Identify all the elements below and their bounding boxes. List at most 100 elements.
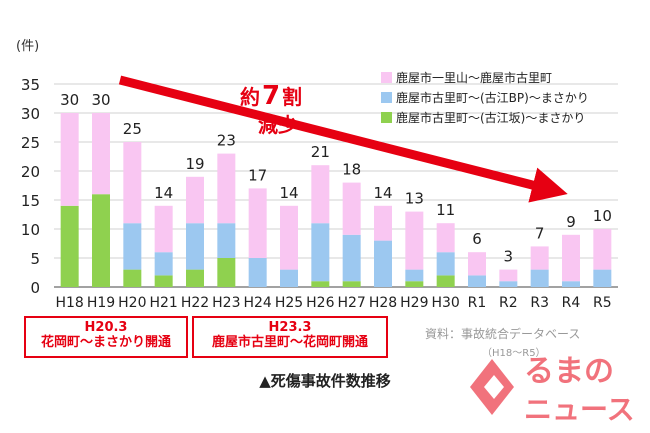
- bar-total-label: 21: [311, 143, 330, 161]
- x-tick-label: H19: [87, 295, 115, 311]
- bar-segment: [123, 269, 142, 287]
- bar-segment: [593, 229, 612, 270]
- y-tick-label: 35: [21, 76, 40, 94]
- logo-line1: るまの: [524, 354, 614, 389]
- bar-segment: [342, 234, 361, 282]
- bar-segment: [405, 269, 424, 282]
- bar-total-label: 13: [405, 190, 424, 208]
- x-tick-label: H22: [181, 295, 209, 311]
- bar-total-label: 9: [566, 213, 576, 231]
- annotation-number: 7: [262, 81, 280, 111]
- bar-segment: [123, 142, 142, 224]
- bar-total-label: 6: [472, 230, 482, 248]
- logo-line2: ニュース: [524, 393, 635, 426]
- x-tick-label: H21: [149, 295, 177, 311]
- bar-segment: [405, 281, 424, 287]
- legend-swatch: [381, 72, 392, 83]
- x-tick-label: R1: [468, 295, 487, 311]
- bar-total-label: 14: [279, 184, 298, 202]
- legend-swatch: [381, 112, 392, 123]
- bar-segment: [92, 113, 110, 195]
- y-tick-label: 5: [30, 250, 40, 268]
- note-h20-opening: H20.3 花岡町～まさかり開通: [24, 316, 188, 358]
- bar-segment: [311, 281, 330, 287]
- bar-segment: [217, 153, 236, 224]
- chart-caption: ▲死傷事故件数推移: [259, 372, 391, 390]
- bar-segment: [499, 269, 518, 282]
- bar-total-label: 23: [217, 132, 236, 150]
- note-h23-opening: H23.3 鹿屋市古里町～花岡町開通: [192, 316, 388, 358]
- x-tick-label: H24: [243, 295, 271, 311]
- bar-segment: [248, 258, 267, 287]
- x-tick-label: H20: [118, 295, 146, 311]
- bar-segment: [154, 275, 173, 287]
- x-tick-label: H27: [337, 295, 365, 311]
- bar-segment: [468, 252, 486, 276]
- bar-total-label: 14: [154, 184, 173, 202]
- bar-segment: [186, 176, 204, 224]
- bar-segment: [311, 165, 330, 224]
- y-tick-label: 25: [21, 134, 40, 152]
- bar-segment: [499, 281, 518, 287]
- note-h20-era: H20.3: [84, 320, 128, 335]
- x-tick-label: R3: [530, 295, 549, 311]
- bar-total-label: 14: [373, 184, 392, 202]
- bar-segment: [60, 205, 79, 287]
- note-h20-text: 花岡町～まさかり開通: [40, 335, 171, 350]
- bar-segment: [436, 223, 455, 253]
- bar-segment: [60, 113, 79, 206]
- bar-segment: [154, 205, 173, 253]
- x-tick-label: H26: [306, 295, 334, 311]
- bar-segment: [342, 182, 361, 235]
- y-tick-label: 15: [21, 192, 40, 210]
- source-text: 資料：事故統合データベース: [425, 327, 581, 341]
- bar-segment: [186, 223, 204, 270]
- bar-segment: [280, 269, 298, 287]
- bar-segment: [436, 275, 455, 287]
- note-h23-era: H23.3: [268, 320, 312, 335]
- bar-total-label: 10: [593, 207, 612, 225]
- x-tick-label: H28: [369, 295, 397, 311]
- trend-arrow: [118, 75, 568, 203]
- bar-total-label: 30: [91, 91, 110, 109]
- note-h23-text: 鹿屋市古里町～花岡町開通: [211, 335, 368, 350]
- kuruma-news-logo: るまの ニュース: [470, 354, 635, 426]
- legend-label: 鹿屋市一里山～鹿屋市古里町: [396, 70, 552, 85]
- x-tick-label: R4: [562, 295, 581, 311]
- legend-label: 鹿屋市古里町～(古江坂)～まさかり: [396, 110, 585, 125]
- y-axis-unit: (件): [16, 39, 39, 54]
- x-tick-label: H30: [431, 295, 459, 311]
- bar-total-label: 30: [60, 91, 79, 109]
- bar-segment: [374, 205, 392, 241]
- x-tick-label: H23: [212, 295, 240, 311]
- bar-segment: [217, 223, 236, 258]
- bar-total-label: 11: [436, 201, 455, 219]
- trend-annotation: 約 7 割 減少: [118, 75, 568, 203]
- legend-swatch: [381, 92, 392, 103]
- bar-segment: [248, 188, 267, 258]
- bar-segment: [217, 258, 236, 287]
- bar-segment: [562, 281, 580, 287]
- y-tick-label: 30: [21, 105, 40, 123]
- x-tick-label: H18: [55, 295, 83, 311]
- bar-total-label: 17: [248, 166, 267, 184]
- bar-total-label: 25: [123, 120, 142, 138]
- bar-total-label: 18: [342, 161, 361, 179]
- y-tick-label: 10: [21, 221, 40, 239]
- annotation-main: 約: [240, 85, 260, 109]
- bar-segment: [562, 234, 580, 282]
- bar-segment: [374, 240, 392, 287]
- bar-total-label: 19: [185, 155, 204, 173]
- y-tick-label: 20: [21, 163, 40, 181]
- bar-segment: [92, 194, 110, 287]
- bar-segment: [530, 269, 549, 287]
- x-tick-label: R2: [499, 295, 518, 311]
- legend: 鹿屋市一里山～鹿屋市古里町鹿屋市古里町～(古江BP)～まさかり鹿屋市古里町～(古…: [381, 70, 589, 125]
- bar-total-label: 3: [504, 248, 514, 266]
- source-period: （H18～R5）: [482, 348, 546, 359]
- x-tick-label: H25: [275, 295, 303, 311]
- legend-label: 鹿屋市古里町～(古江BP)～まさかり: [396, 90, 589, 105]
- bar-segment: [154, 252, 173, 276]
- annotation-unit: 割: [282, 85, 302, 109]
